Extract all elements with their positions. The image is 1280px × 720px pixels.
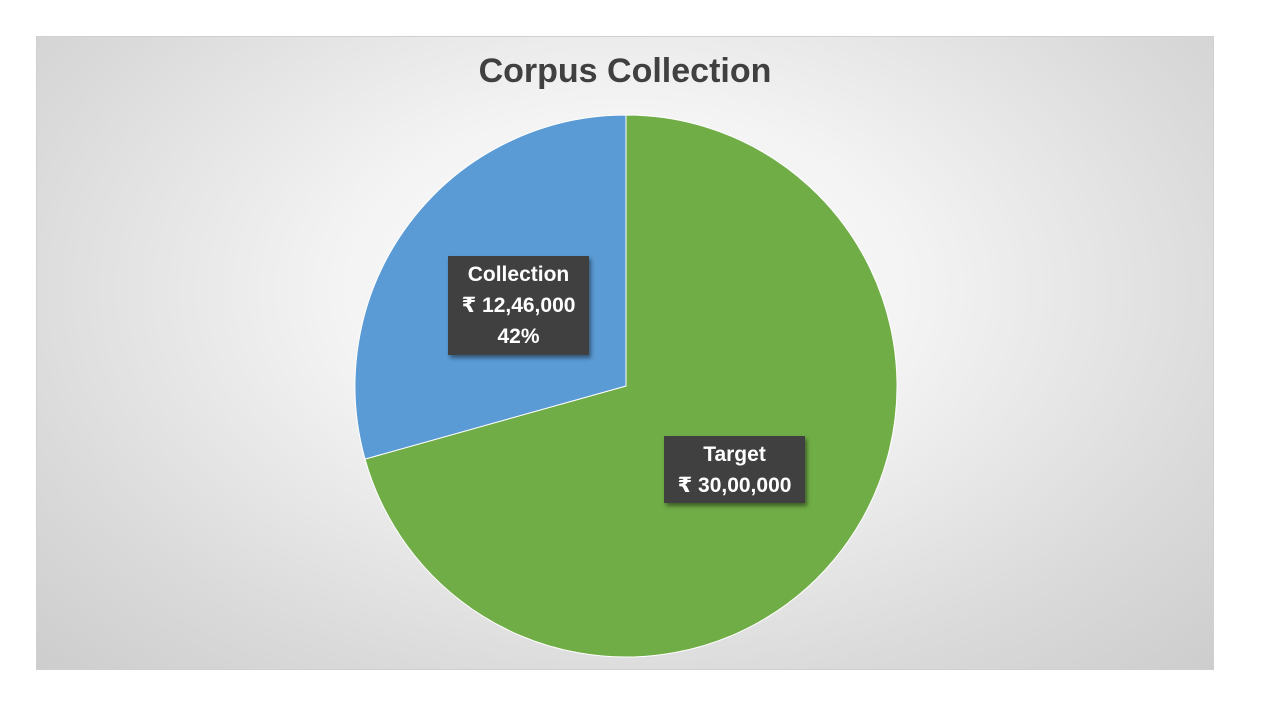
data-label-collection: Collection ₹ 12,46,000 42% <box>448 256 589 355</box>
data-label-target: Target ₹ 30,00,000 <box>664 436 805 503</box>
slice-value-target: ₹ 30,00,000 <box>677 474 792 497</box>
slice-name-target: Target <box>703 443 766 466</box>
slice-name-collection: Collection <box>467 263 570 286</box>
slice-value-collection: ₹ 12,46,000 <box>461 294 576 317</box>
chart-title: Corpus Collection <box>478 52 772 90</box>
pie-slice-target <box>364 114 898 658</box>
slice-percent-collection: 42% <box>497 325 540 348</box>
